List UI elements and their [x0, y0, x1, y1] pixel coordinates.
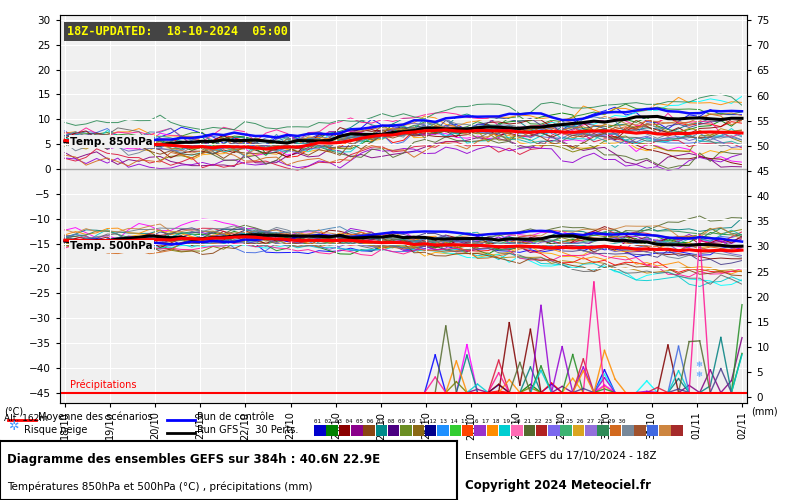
Text: Ensemble GEFS du 17/10/2024 - 18Z: Ensemble GEFS du 17/10/2024 - 18Z	[465, 451, 657, 461]
Text: (mm): (mm)	[751, 406, 778, 416]
Text: Alt. 162m: Alt. 162m	[4, 414, 48, 423]
Text: 01 02 03 04 05 06 07 08 09 10 11 12 13 14 15 16 17 18 19 20 21 22 23 24 25 26 27: 01 02 03 04 05 06 07 08 09 10 11 12 13 1…	[314, 419, 626, 424]
Text: Températures 850hPa et 500hPa (°C) , précipitations (mm): Températures 850hPa et 500hPa (°C) , pré…	[7, 482, 312, 492]
Text: Run GFS: Run GFS	[197, 425, 238, 435]
Text: Temp. 500hPa: Temp. 500hPa	[70, 242, 153, 252]
Text: 30 Perts.: 30 Perts.	[246, 425, 299, 435]
Text: Temp. 850hPa: Temp. 850hPa	[70, 137, 153, 147]
Text: Risque neige: Risque neige	[24, 425, 87, 435]
Text: Run de contrôle: Run de contrôle	[197, 412, 274, 422]
Text: 18Z-UPDATED:  18-10-2024  05:00: 18Z-UPDATED: 18-10-2024 05:00	[67, 24, 287, 38]
Text: Moyenne des scénarios: Moyenne des scénarios	[38, 412, 153, 422]
Text: (°C): (°C)	[4, 406, 23, 416]
Text: Diagramme des ensembles GEFS sur 384h : 40.6N 22.9E: Diagramme des ensembles GEFS sur 384h : …	[7, 454, 380, 466]
Text: Précipitations: Précipitations	[70, 380, 137, 390]
Text: ❄
❄: ❄ ❄	[696, 360, 703, 379]
Text: Copyright 2024 Meteociel.fr: Copyright 2024 Meteociel.fr	[465, 480, 651, 492]
Text: ✲: ✲	[8, 420, 18, 434]
